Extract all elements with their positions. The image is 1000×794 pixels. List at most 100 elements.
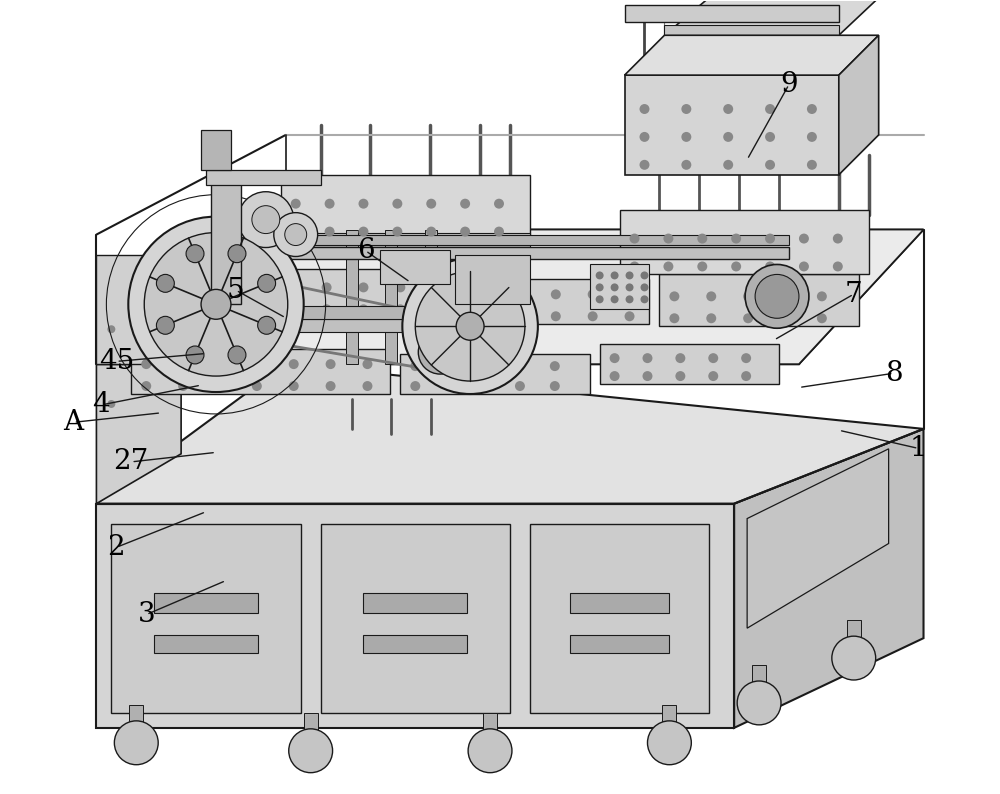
Circle shape [326,381,336,391]
Circle shape [325,198,335,209]
Circle shape [326,359,336,369]
Polygon shape [664,0,924,35]
Circle shape [626,295,634,303]
Polygon shape [211,175,241,304]
Circle shape [358,283,368,292]
Polygon shape [216,319,470,332]
Circle shape [765,104,775,114]
Circle shape [289,381,299,391]
Circle shape [248,283,258,292]
Circle shape [114,721,158,765]
Polygon shape [620,210,869,275]
Circle shape [625,311,635,322]
Circle shape [550,361,560,371]
Circle shape [799,233,809,244]
Circle shape [765,132,775,142]
Circle shape [611,283,619,291]
Circle shape [647,721,691,765]
Polygon shape [346,229,358,364]
Circle shape [741,371,751,381]
Circle shape [833,261,843,272]
Polygon shape [304,713,318,733]
Polygon shape [570,593,669,613]
Text: 4: 4 [93,391,110,418]
Polygon shape [380,249,450,284]
Circle shape [252,206,280,233]
Circle shape [258,316,276,334]
Circle shape [596,272,604,279]
Circle shape [325,226,335,237]
Circle shape [642,371,652,381]
Circle shape [780,314,790,323]
Circle shape [641,283,648,291]
Text: 9: 9 [780,71,798,98]
Circle shape [626,283,634,291]
Polygon shape [154,593,258,613]
Circle shape [285,224,307,245]
Polygon shape [385,229,397,364]
Circle shape [418,330,462,374]
Polygon shape [206,170,321,185]
Text: 7: 7 [845,280,863,307]
Circle shape [445,361,455,371]
Circle shape [480,361,490,371]
Circle shape [468,729,512,773]
Circle shape [588,311,598,322]
Polygon shape [96,503,734,728]
Polygon shape [659,275,859,326]
Circle shape [514,311,524,322]
Polygon shape [321,523,510,713]
Circle shape [186,245,204,263]
Circle shape [669,291,679,302]
Circle shape [289,359,299,369]
Circle shape [128,217,304,392]
Circle shape [675,353,685,363]
Circle shape [358,304,368,314]
Circle shape [625,289,635,299]
Circle shape [741,353,751,363]
Polygon shape [181,246,789,260]
Circle shape [494,198,504,209]
Text: 5: 5 [227,276,245,303]
Polygon shape [570,635,669,653]
Circle shape [322,304,332,314]
Polygon shape [129,705,143,725]
Circle shape [515,361,525,371]
Circle shape [228,245,246,263]
Circle shape [402,259,538,394]
Polygon shape [96,255,186,364]
Polygon shape [154,635,258,653]
Circle shape [141,381,151,391]
Circle shape [681,104,691,114]
Circle shape [817,314,827,323]
Text: A: A [63,409,84,436]
Circle shape [460,226,470,237]
Polygon shape [181,234,789,245]
Circle shape [186,346,204,364]
Text: 2: 2 [108,534,125,561]
Circle shape [611,295,619,303]
Text: 1: 1 [910,435,927,462]
Circle shape [743,314,753,323]
Circle shape [392,198,402,209]
Circle shape [178,381,188,391]
Circle shape [640,160,649,170]
Circle shape [642,353,652,363]
Circle shape [252,359,262,369]
Circle shape [611,272,619,279]
Circle shape [362,381,372,391]
Polygon shape [363,635,467,653]
Circle shape [731,233,741,244]
Circle shape [708,353,718,363]
Polygon shape [747,449,889,628]
Circle shape [807,104,817,114]
Polygon shape [281,233,530,246]
Circle shape [745,264,809,328]
Circle shape [807,160,817,170]
Circle shape [141,359,151,369]
Circle shape [156,275,174,292]
Circle shape [395,304,405,314]
Circle shape [274,213,318,256]
Polygon shape [425,229,437,364]
Text: 27: 27 [114,449,149,476]
